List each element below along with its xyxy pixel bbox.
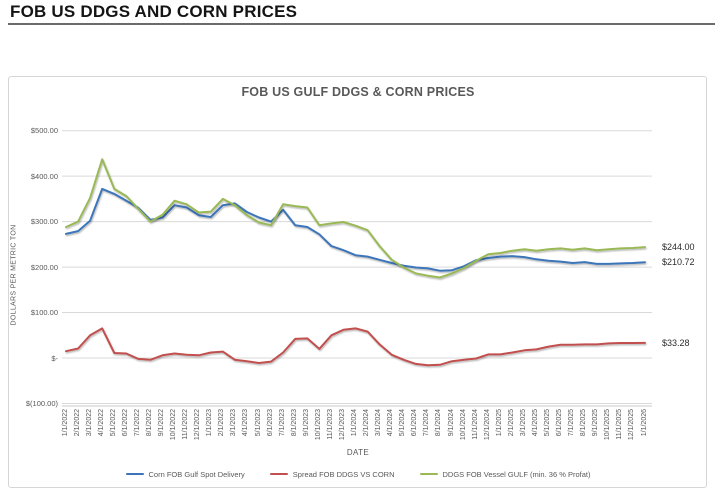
x-axis-tick-label: 12/1/2025 (628, 409, 636, 441)
page-title: FOB US DDGS AND CORN PRICES (10, 2, 298, 21)
x-axis-tick-label: 4/1/2024 (387, 409, 395, 437)
x-axis-tick-label: 7/1/2025 (568, 409, 576, 437)
x-axis-tick-label: 4/1/2025 (531, 409, 539, 437)
legend-line-swatch (269, 472, 288, 476)
legend-item: Corn FOB Gulf Spot Delivery (125, 469, 245, 479)
x-axis-tick-label: 1/1/2022 (61, 409, 69, 437)
x-axis-tick-label: 7/1/2022 (133, 409, 141, 437)
x-axis-tick-label: 2/1/2025 (507, 409, 515, 437)
x-axis-tick-label: 10/1/2022 (170, 409, 178, 441)
x-axis-tick-label: 12/1/2023 (338, 409, 346, 441)
x-axis-tick-label: 11/1/2023 (326, 409, 334, 440)
x-axis-tick-label: 5/1/2023 (254, 409, 262, 437)
x-axis-tick-label: 3/1/2022 (85, 409, 93, 437)
y-axis-tick-label: $- (51, 353, 58, 363)
x-axis-tick-label: 5/1/2024 (399, 409, 407, 437)
series-line-spread-fob-ddgs-vs-corn (65, 327, 646, 367)
chart-frame (8, 76, 707, 488)
y-axis-tick-label: $400.00 (30, 171, 58, 181)
x-axis-tick-label: 10/1/2025 (604, 409, 612, 441)
x-axis-tick-label: 11/1/2024 (471, 409, 479, 440)
x-axis-tick-label: 4/1/2023 (242, 409, 250, 437)
x-axis-tick-label: 11/1/2025 (616, 409, 624, 440)
x-axis-title: DATE (346, 448, 370, 457)
x-axis-tick-label: 1/1/2025 (495, 409, 503, 437)
x-axis-tick-label: 1/1/2026 (640, 409, 648, 437)
x-axis-tick-label: 9/1/2022 (158, 409, 165, 437)
x-axis-tick-label: 8/1/2022 (145, 409, 153, 437)
legend-label: DDGS FOB Vessel GULF (min. 36 % Profat) (442, 469, 591, 479)
y-axis-tick-label: $200.00 (30, 262, 58, 272)
x-axis-tick-label: 1/1/2023 (206, 409, 214, 437)
x-axis-tick-label: 9/1/2024 (447, 409, 455, 437)
x-axis-tick-label: 2/1/2023 (218, 409, 226, 437)
x-axis-tick-label: 8/1/2023 (290, 409, 298, 437)
x-axis-tick-label: 6/1/2025 (556, 409, 564, 437)
legend-item: DDGS FOB Vessel GULF (min. 36 % Profat) (419, 469, 591, 479)
x-axis-tick-label: 4/1/2022 (97, 409, 105, 437)
legend-line-swatch (125, 472, 144, 476)
y-axis-tick-label: $(100.00) (25, 399, 58, 408)
legend-item: Spread FOB DDGS VS CORN (269, 469, 395, 479)
x-axis-tick-label: 7/1/2023 (278, 409, 286, 437)
x-axis-tick-label: 10/1/2023 (314, 409, 322, 441)
y-axis-tick-label: $300.00 (30, 217, 58, 227)
title-underline-rule (8, 23, 715, 25)
x-axis-tick-label: 6/1/2022 (121, 409, 129, 437)
series-end-value-label: $33.28 (662, 337, 690, 348)
x-axis-tick-label: 10/1/2024 (459, 409, 467, 441)
y-axis-tick-label: $100.00 (30, 308, 58, 317)
y-axis-title: DOLLARS PER METRIC TON (10, 224, 18, 326)
x-axis-tick-label: 2/1/2022 (73, 409, 81, 437)
y-axis-tick-label: $500.00 (30, 126, 58, 136)
x-axis-tick-label: 5/1/2025 (544, 409, 551, 437)
x-axis-tick-label: 7/1/2024 (423, 409, 431, 437)
x-axis-tick-label: 3/1/2023 (230, 409, 238, 437)
x-axis-tick-label: 9/1/2023 (302, 409, 310, 437)
x-axis-tick-label: 9/1/2025 (592, 409, 600, 437)
x-axis-tick-label: 11/1/2022 (182, 409, 190, 440)
chart-title: FOB US GULF DDGS & CORN PRICES (241, 85, 475, 99)
x-axis-tick-label: 6/1/2023 (266, 409, 274, 437)
x-axis-tick-label: 8/1/2025 (580, 409, 588, 437)
x-axis-tick-label: 1/1/2024 (351, 409, 358, 437)
legend-label: Corn FOB Gulf Spot Delivery (148, 469, 245, 479)
legend-line-swatch (419, 472, 438, 476)
x-axis-tick-label: 8/1/2024 (435, 409, 443, 437)
x-axis-tick-label: 12/1/2024 (483, 409, 491, 441)
series-end-value-label: $244.00 (662, 242, 695, 253)
series-line-corn-fob-gulf-spot-delivery (65, 187, 646, 272)
series-end-value-label: $210.72 (662, 257, 695, 268)
chart-legend: Corn FOB Gulf Spot Delivery Spread FOB DD… (8, 468, 708, 480)
legend-label: Spread FOB DDGS VS CORN (292, 469, 395, 479)
x-axis-tick-label: 2/1/2024 (363, 409, 371, 437)
series-line-ddgs-fob-vessel-gulf-min-36-profat (65, 158, 646, 279)
x-axis-tick-label: 6/1/2024 (411, 409, 419, 437)
x-axis-tick-label: 5/1/2022 (109, 409, 117, 437)
x-axis-tick-label: 3/1/2025 (519, 409, 527, 437)
x-axis-tick-label: 3/1/2024 (375, 409, 383, 437)
x-axis-tick-label: 12/1/2022 (194, 409, 202, 441)
